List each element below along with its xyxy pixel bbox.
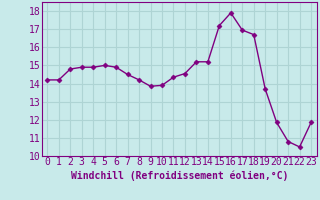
X-axis label: Windchill (Refroidissement éolien,°C): Windchill (Refroidissement éolien,°C) bbox=[70, 170, 288, 181]
